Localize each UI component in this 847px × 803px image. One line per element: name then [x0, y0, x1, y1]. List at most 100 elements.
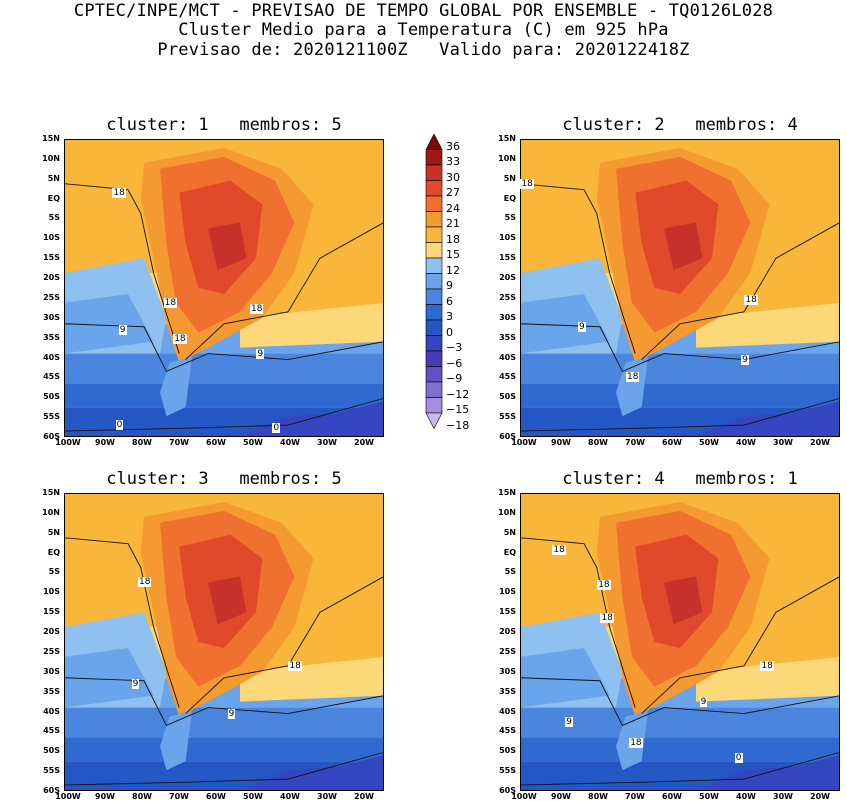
latitude-label: 20S — [43, 273, 60, 283]
colorbar-tick-label: −15 — [446, 403, 470, 417]
land-hottest — [664, 576, 703, 625]
isotherm-label: 18 — [112, 187, 126, 198]
latitude-label: 45S — [43, 372, 60, 382]
isotherm-label: 18 — [629, 738, 643, 749]
colorbar-tick-label: 9 — [446, 279, 453, 293]
latitude-label: 35S — [499, 686, 516, 696]
latitude-label: 15N — [42, 488, 60, 497]
longitude-label: 30W — [317, 792, 337, 801]
isotherm-line — [520, 397, 840, 432]
longitude-label: 30W — [773, 438, 793, 447]
colorbar-swatch — [425, 381, 443, 398]
latitude-label: 15N — [498, 488, 516, 497]
temperature-map — [520, 493, 840, 791]
cool-region — [520, 293, 610, 354]
longitude-label: 20W — [354, 438, 374, 447]
panel-title: cluster: 4 membros: 1 — [562, 469, 798, 489]
isotherm-line — [64, 751, 384, 786]
colorbar-swatch — [425, 350, 443, 367]
longitude-label: 70W — [169, 438, 189, 447]
cool-region — [64, 293, 154, 354]
latitude-label: 5S — [48, 567, 60, 577]
latitude-label: EQ — [47, 547, 60, 557]
colorbar-swatch — [425, 195, 443, 212]
longitude-label: 40W — [736, 438, 756, 447]
colorbar-tick-label: 36 — [446, 139, 460, 153]
latitude-label: 55S — [499, 766, 516, 776]
longitude-label: 100W — [511, 792, 537, 801]
latitude-label: 40S — [43, 352, 60, 362]
latitude-label: 60S — [499, 786, 516, 795]
isotherm-line — [641, 576, 840, 714]
isotherm-label: 9 — [741, 354, 749, 365]
longitude-label: 80W — [588, 438, 608, 447]
panel-title: cluster: 2 membros: 4 — [562, 115, 798, 135]
isotherm-line — [64, 323, 384, 373]
cold-region — [240, 755, 384, 791]
map-frame — [520, 139, 840, 437]
temperature-map — [64, 493, 384, 791]
colorbar-tick-label: 21 — [446, 217, 460, 231]
latitude-label: 25S — [499, 292, 516, 302]
colorbar-tick-label: −18 — [446, 418, 470, 432]
latitude-label: 50S — [499, 392, 516, 402]
colorbar-tick-label: 24 — [446, 201, 460, 215]
longitude-label: 40W — [280, 792, 300, 801]
latitude-label: 50S — [43, 746, 60, 756]
longitude-label: 20W — [810, 792, 830, 801]
colorbar-swatch — [425, 412, 443, 430]
temperature-band — [520, 737, 840, 762]
colorbar-swatch — [425, 273, 443, 290]
isotherm-line — [64, 537, 180, 708]
isotherm-label: 0 — [272, 423, 281, 434]
latitude-label: 25S — [43, 292, 60, 302]
colorbar-swatch — [425, 180, 443, 197]
longitude-label: 70W — [169, 792, 189, 801]
longitude-label: 50W — [699, 438, 719, 447]
longitude-label: 80W — [132, 438, 152, 447]
latitude-label: EQ — [503, 193, 516, 203]
longitude-label: 30W — [773, 792, 793, 801]
isotherm-line — [520, 183, 636, 354]
isotherm-line — [641, 222, 840, 360]
latitude-label: EQ — [503, 547, 516, 557]
latitude-label: 50S — [43, 392, 60, 402]
map-frame — [520, 493, 840, 791]
longitude-label: 90W — [551, 792, 571, 801]
temperature-band — [64, 353, 384, 384]
latitude-label: 25S — [43, 646, 60, 656]
colorbar-tick-label: 3 — [446, 310, 453, 324]
temperature-band — [520, 707, 840, 738]
cold-region — [696, 401, 840, 437]
latitude-label: 55S — [43, 766, 60, 776]
colorbar-swatch — [425, 164, 443, 181]
latitude-label: 20S — [499, 627, 516, 637]
latitude-label: 15N — [42, 134, 60, 143]
colorbar-swatch — [425, 242, 443, 259]
isotherm-label: 18 — [760, 660, 774, 671]
colorbar-swatch — [425, 211, 443, 228]
latitude-label: 15N — [498, 134, 516, 143]
colorbar-tick-label: 18 — [446, 232, 460, 246]
colorbar-swatch — [425, 226, 443, 243]
warm-region — [696, 302, 840, 348]
latitude-label: 5S — [48, 213, 60, 223]
latitude-label: 30S — [499, 666, 516, 676]
isotherm-line — [185, 222, 384, 360]
isotherm-label: 18 — [250, 303, 264, 314]
cold-region — [696, 755, 840, 791]
temperature-band — [520, 353, 840, 384]
latitude-label: 30S — [43, 312, 60, 322]
latitude-label: 35S — [499, 332, 516, 342]
latitude-label: 5S — [504, 567, 516, 577]
isotherm-line — [520, 537, 636, 708]
temperature-band — [64, 383, 384, 408]
longitude-label: 80W — [588, 792, 608, 801]
colorbar-swatch — [425, 257, 443, 274]
isotherm-line — [64, 397, 384, 432]
latitude-label: 40S — [43, 706, 60, 716]
longitude-label: 60W — [206, 792, 226, 801]
isotherm-label: 9 — [578, 321, 586, 332]
isotherm-label: 18 — [552, 544, 566, 555]
latitude-label: 55S — [499, 412, 516, 422]
